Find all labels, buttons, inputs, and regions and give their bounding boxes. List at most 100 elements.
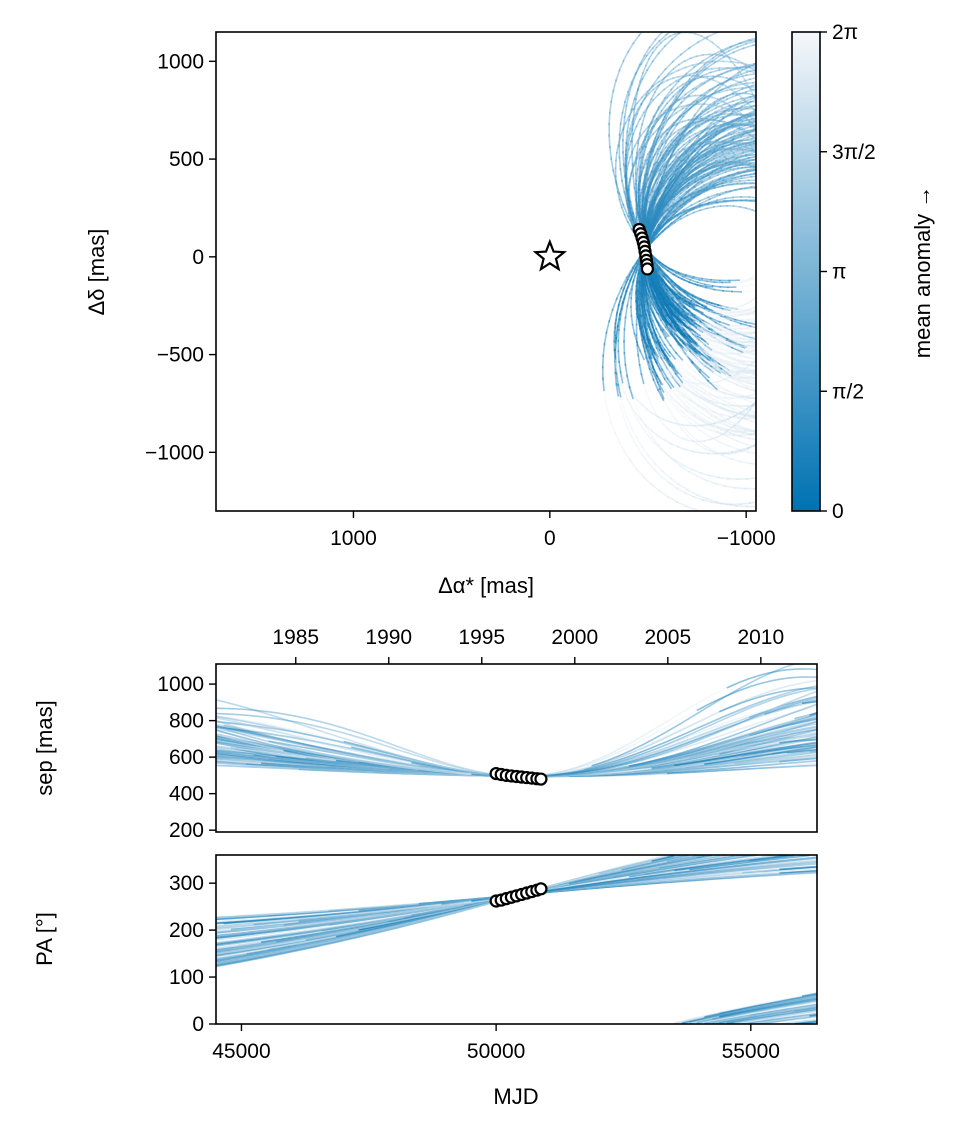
sky-orbit-segment (656, 276, 664, 286)
sky-orbit-segment (758, 96, 765, 99)
sky-orbit-segment (749, 290, 756, 293)
sky-orbit-segment (786, 342, 792, 348)
sky-orbit-segment (875, 105, 881, 117)
sky-orbit-segment (827, 120, 836, 125)
sky-orbit-segment (856, 344, 868, 347)
sky-orbit-segment (654, 206, 661, 219)
sky-orbit-segment (659, 290, 665, 297)
sky-orbit-segment (844, 426, 855, 430)
sky-orbit-segment (956, 241, 957, 250)
sky-orbit-segment (892, 404, 899, 417)
sky-orbit-segment (648, 229, 653, 238)
sky-orbit-segment (832, 105, 844, 108)
sky-orbit-segment (628, 172, 633, 183)
sky-orbit-segment (937, 312, 941, 324)
sky-orbit-segment (871, 374, 879, 382)
sky-orbit-segment (614, 360, 618, 375)
sky-orbit-segment (865, 224, 873, 233)
sky-orbit-segment (664, 177, 673, 190)
sky-orbit-segment (743, 338, 754, 342)
sky-orbit-segment (833, 188, 834, 200)
sky-orbit-segment (880, 328, 886, 333)
sky-orbit-segment (886, 117, 890, 126)
sky-orbit-segment (644, 178, 650, 190)
sky-orbit-segment (868, 206, 878, 213)
sky-orbit-segment (691, 439, 700, 446)
sky-orbit-segment (649, 320, 656, 333)
sky-orbit-segment (736, 384, 748, 390)
sky-orbit-segment (725, 329, 734, 333)
sky-orbit-segment (647, 226, 653, 240)
sky-orbit-segment (767, 419, 778, 420)
sky-orbit-segment (744, 88, 756, 93)
sky-orbit-segment (740, 123, 749, 126)
sky-orbit-segment (842, 319, 851, 325)
sky-orbit-segment (896, 255, 899, 269)
sky-orbit-segment (900, 121, 905, 129)
sky-orbit-segment (774, 378, 786, 379)
sky-orbit-segment (835, 452, 846, 460)
sky-orbit-segment (865, 250, 867, 258)
sky-orbit-segment (645, 284, 650, 296)
sky-orbit-segment (701, 376, 712, 384)
sky-orbit-segment (730, 119, 740, 123)
sky-orbit-segment (759, 289, 770, 291)
sky-orbit-segment (764, 171, 770, 174)
sky-orbit-segment (920, 166, 926, 176)
sky-orbit-segment (758, 376, 770, 379)
sky-orbit-segment (650, 117, 658, 130)
sky-orbit-segment (748, 309, 756, 312)
sky-orbit-segment (767, 356, 778, 357)
sky-orbit-segment (719, 358, 731, 367)
sky-orbit-segment (712, 178, 725, 187)
sky-orbit-segment (723, 144, 736, 150)
sky-orbit-segment (685, 143, 694, 154)
sky-orbit-segment (894, 240, 899, 247)
sky-orbit-segment (860, 236, 861, 245)
sky-orbit-segment (770, 310, 776, 314)
sky-orbit-segment (759, 311, 771, 312)
sky-orbit-segment (738, 354, 750, 359)
sky-orbit-segment (912, 114, 919, 126)
sky-orbit-segment (658, 281, 665, 292)
sky-orbit-segment (727, 345, 739, 350)
sky-orbit-segment (659, 309, 667, 320)
sky-orbit-segment (664, 317, 672, 328)
sky-orbit-segment (697, 187, 708, 192)
sky-orbit-segment (647, 170, 653, 182)
sky-orbit-segment (652, 292, 659, 304)
sky-orbit-segment (695, 351, 706, 360)
sky-orbit-segment (665, 291, 673, 301)
sky-orbit-segment (820, 305, 832, 308)
sky-orbit-segment (901, 255, 902, 263)
sky-orbit-segment (784, 363, 789, 371)
sky-orbit-segment (743, 370, 756, 376)
sky-orbit-segment (875, 166, 880, 175)
sky-orbit-segment (856, 172, 863, 180)
sky-orbit-segment (776, 169, 785, 171)
sky-orbit-segment (652, 227, 662, 240)
sky-orbit-segment (707, 11, 718, 13)
sky-orbit-segment (653, 190, 661, 200)
sky-orbit-segment (844, 414, 856, 419)
sky-orbit-segment (901, 216, 906, 228)
sky-orbit-segment (659, 202, 667, 212)
sky-orbit-segment (927, 141, 932, 154)
sky-orbit-segment (705, 37, 714, 44)
sky-orbit-segment (742, 101, 752, 104)
sky-orbit-segment (654, 274, 661, 284)
sky-orbit-segment (849, 164, 854, 169)
sky-orbit-segment (914, 166, 917, 181)
sky-orbit-segment (838, 214, 850, 218)
sky-orbit-segment (647, 228, 654, 241)
sky-orbit-segment (647, 338, 653, 348)
sky-orbit-segment (710, 324, 723, 332)
sky-orbit-segment (698, 440, 706, 443)
sky-orbit-segment (774, 124, 787, 125)
sky-orbit-segment (778, 349, 783, 361)
sky-orbit-segment (885, 232, 888, 245)
sky-orbit-segment (706, 332, 717, 340)
sky-orbit-segment (895, 140, 903, 152)
sky-orbit-segment (880, 198, 886, 205)
sky-orbit-segment (766, 367, 773, 368)
